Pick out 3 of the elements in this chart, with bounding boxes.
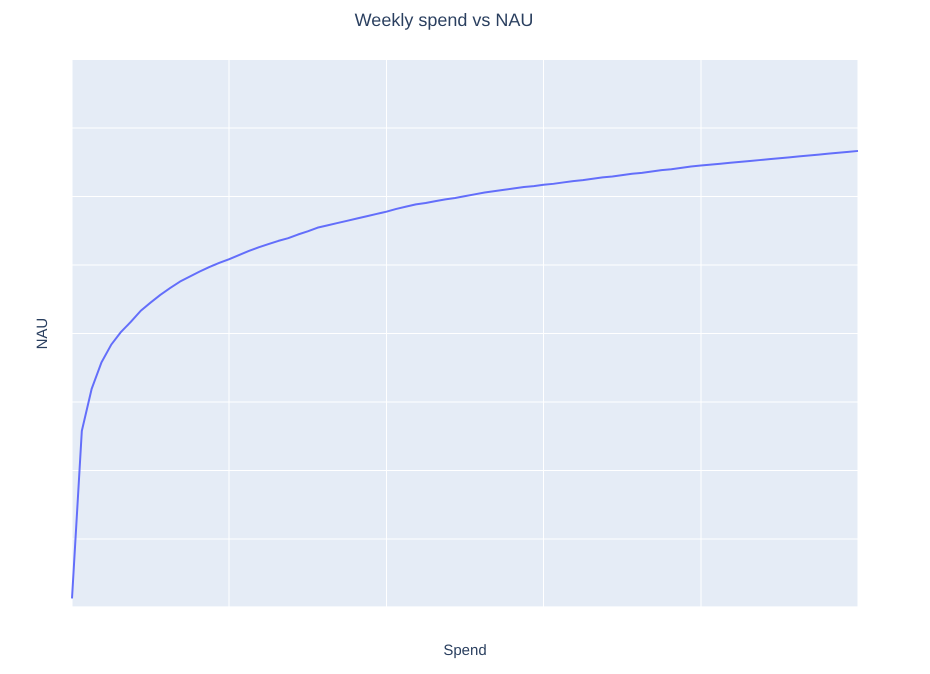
x-axis-title: Spend <box>443 642 487 660</box>
chart-title: Weekly spend vs NAU <box>354 10 534 30</box>
y-axis-title: NAU <box>34 318 52 350</box>
